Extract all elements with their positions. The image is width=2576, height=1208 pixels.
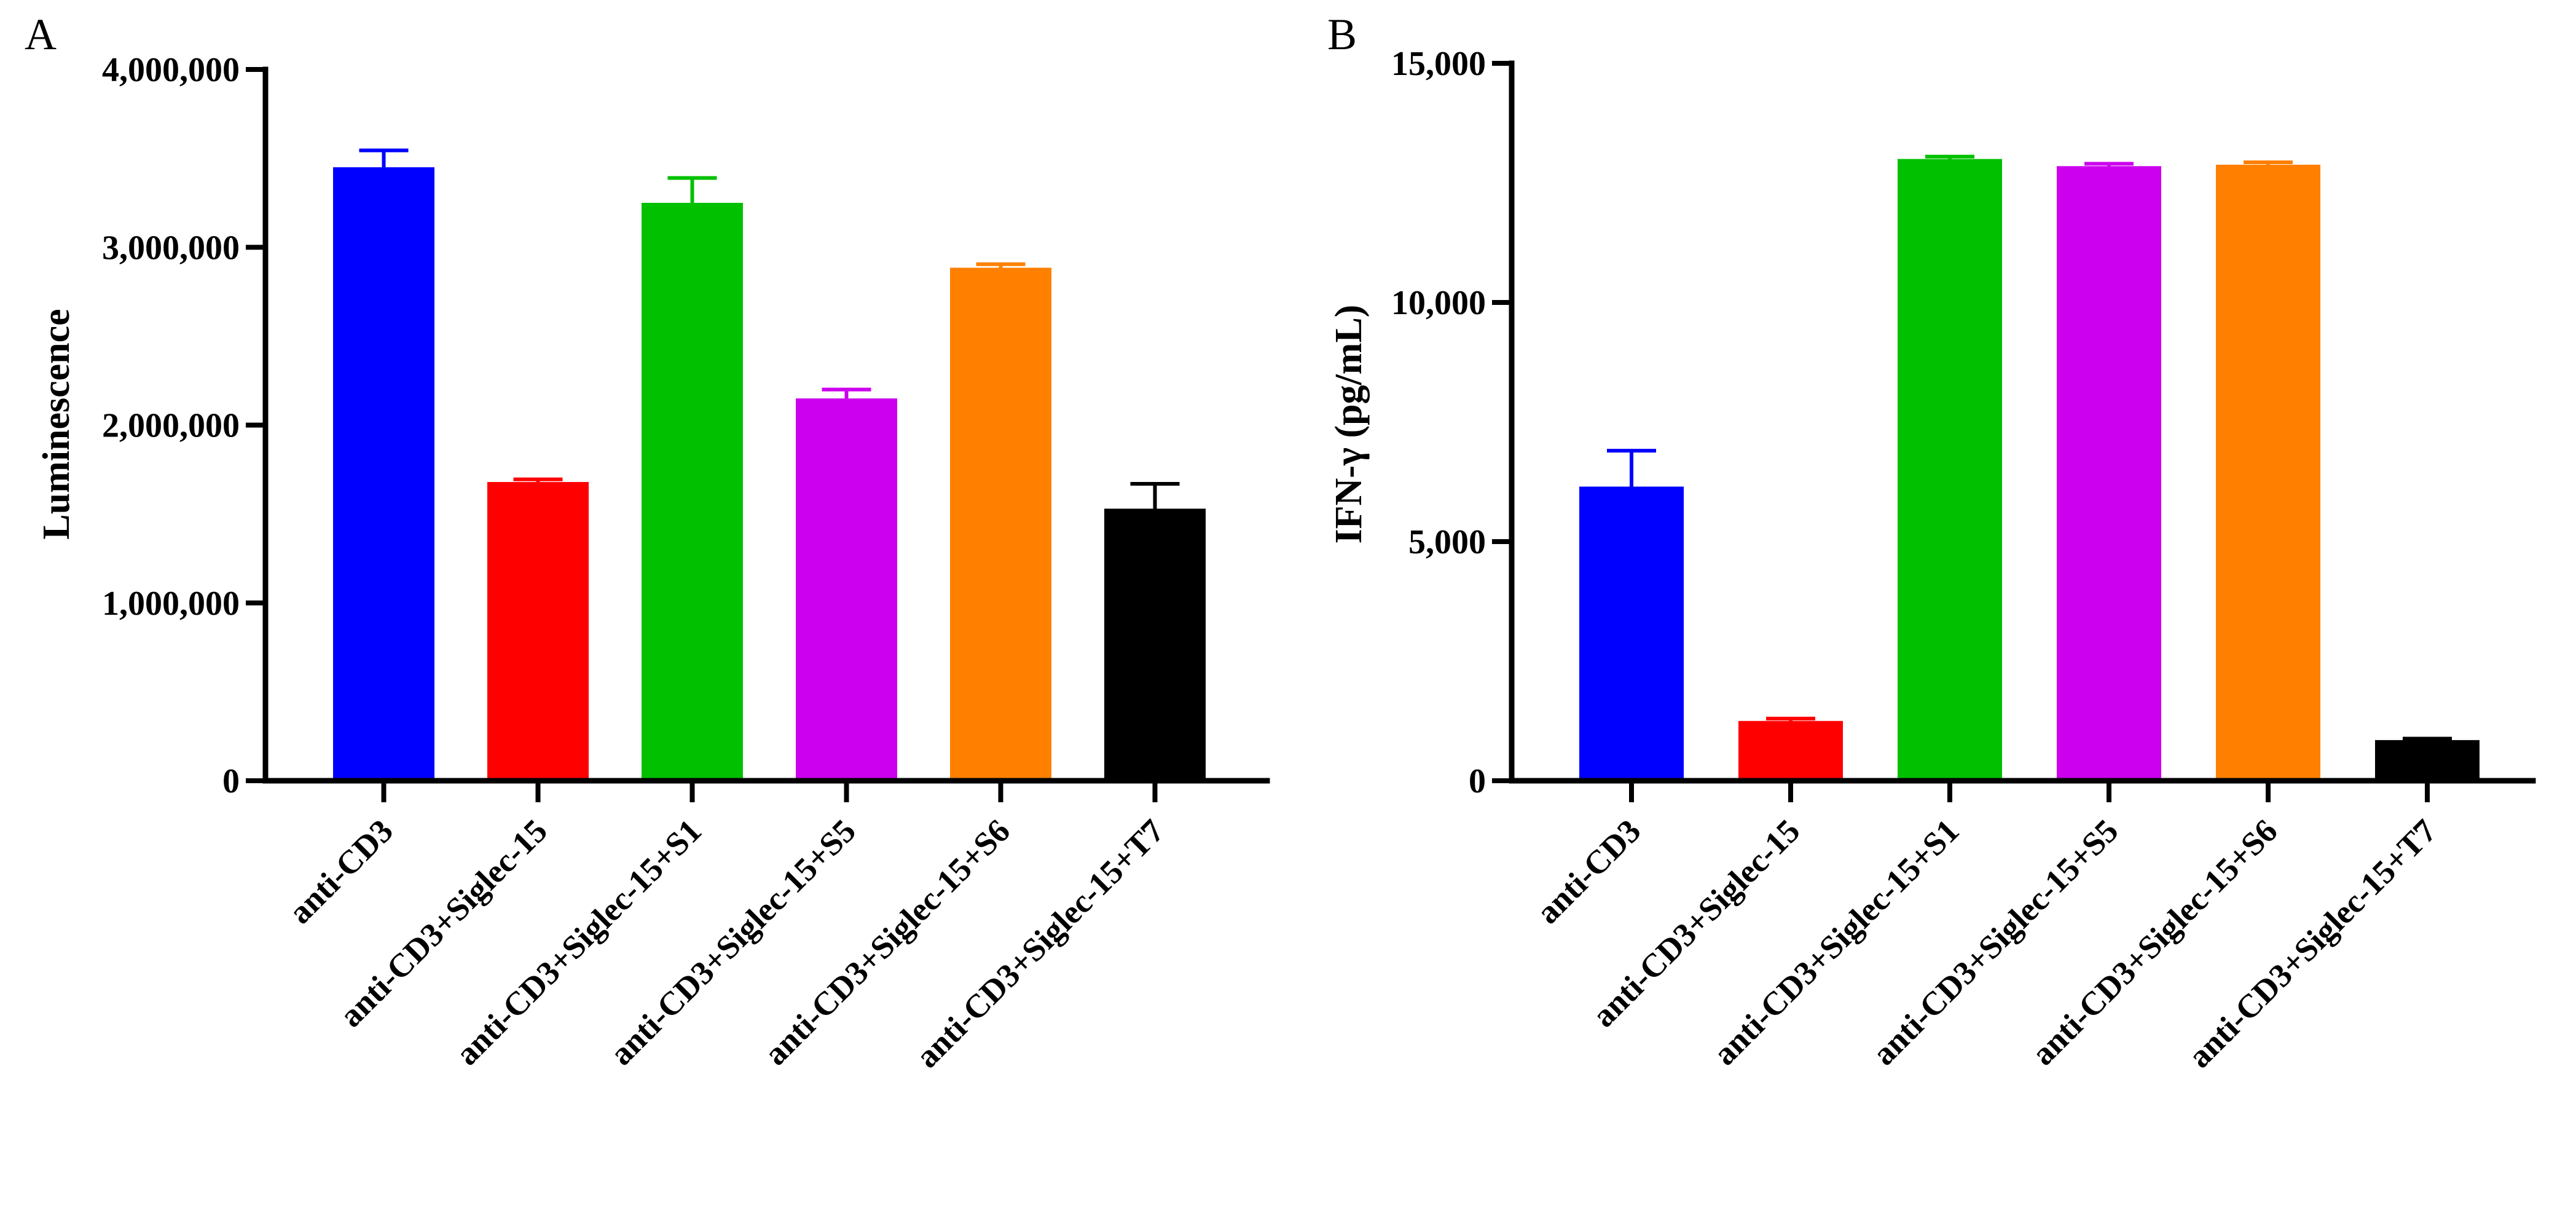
y-axis-title-a: Luminescence: [36, 309, 77, 539]
chart-b-y-tick-label-1: 0: [1469, 762, 1486, 800]
chart-a-bar-5: [950, 267, 1051, 781]
chart-a-category-label-3: anti-CD3+Siglec-15+S1: [449, 812, 709, 1072]
chart-b-bar-5: [2216, 164, 2320, 781]
chart-b-error-bar-2: [1766, 716, 1815, 721]
chart-b-category-label-1: anti-CD3: [1529, 812, 1647, 931]
chart-a-y-tick-label-3: 2,000,000: [102, 407, 240, 445]
chart-a-y-tick-label-4: 3,000,000: [102, 229, 240, 267]
y-axis-title-b: IFN-γ (pg/mL): [1328, 305, 1370, 544]
panel-label-b: B: [1327, 10, 1357, 59]
chart-b-error-bar-5: [2244, 160, 2293, 165]
chart-a-error-bar-5: [976, 262, 1026, 268]
chart-panel-b: B IFN-γ (pg/mL) anti-CD3anti-CD3+Siglec-…: [1327, 10, 2536, 1075]
chart-a-error-bar-1: [359, 148, 409, 168]
chart-b-bar-1: [1579, 486, 1684, 781]
chart-a-y-tick-label-5: 4,000,000: [102, 51, 240, 89]
chart-a-error-bar-6: [1130, 481, 1180, 509]
chart-a-category-label-6: anti-CD3+Siglec-15+T7: [909, 812, 1171, 1075]
chart-b-bar-2: [1738, 720, 1843, 781]
chart-a-error-bar-3: [667, 176, 717, 203]
chart-a-error-bar-4: [822, 387, 871, 399]
chart-a-y-tick-label-2: 1,000,000: [102, 585, 240, 623]
chart-b-error-bar-6: [2403, 736, 2452, 741]
chart-a-category-label-5: anti-CD3+Siglec-15+S6: [757, 812, 1017, 1072]
chart-b-bar-3: [1898, 159, 2002, 781]
chart-a-bar-6: [1104, 508, 1206, 781]
chart-b-bar-6: [2375, 740, 2480, 781]
chart-b-y-tick-label-3: 10,000: [1391, 284, 1486, 322]
chart-b-error-bar-3: [1925, 154, 1974, 159]
chart-b-error-bar-1: [1607, 449, 1656, 487]
chart-a-category-label-1: anti-CD3: [281, 812, 400, 931]
chart-b-bar-4: [2057, 166, 2161, 781]
chart-a-bar-1: [333, 167, 434, 781]
chart-a-error-bar-2: [513, 477, 563, 483]
chart-a-y-tick-label-1: 0: [222, 762, 240, 800]
chart-a-bar-2: [487, 482, 589, 781]
chart-a-category-label-4: anti-CD3+Siglec-15+S5: [603, 812, 863, 1072]
chart-a-bar-4: [796, 398, 897, 781]
chart-b-y-tick-label-4: 15,000: [1391, 45, 1486, 83]
chart-b-error-bar-4: [2084, 162, 2134, 167]
panel-label-a: A: [25, 10, 57, 59]
chart-b-y-tick-label-2: 5,000: [1408, 523, 1486, 561]
chart-a-bar-3: [642, 202, 743, 781]
chart-panel-a: A Luminescence anti-CD3 anti-CD3+Siglec-1…: [25, 10, 1270, 1075]
